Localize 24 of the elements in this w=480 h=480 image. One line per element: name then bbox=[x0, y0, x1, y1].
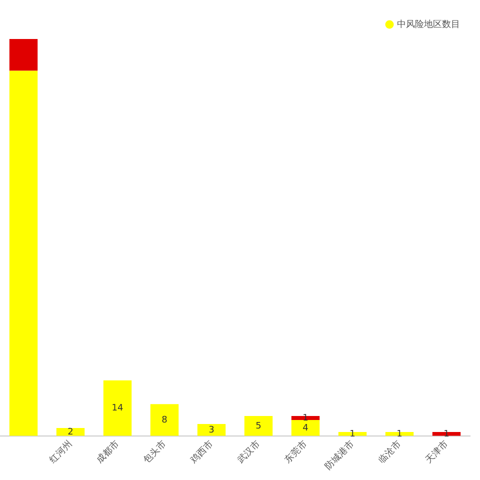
data-label: 5 bbox=[256, 421, 262, 432]
bar bbox=[244, 416, 273, 436]
data-label: 4 bbox=[302, 423, 309, 434]
x-tick-label: 防城港市 bbox=[323, 438, 356, 472]
legend-label: 中风险地区数目 bbox=[397, 18, 460, 30]
bar bbox=[291, 416, 320, 420]
x-tick-label: 武汉市 bbox=[235, 438, 262, 466]
data-label: 8 bbox=[162, 415, 168, 426]
x-tick-label: 成都市 bbox=[94, 438, 122, 466]
bar bbox=[9, 70, 38, 436]
x-tick-label: 红河州 bbox=[47, 438, 74, 466]
x-tick-label: 东莞市 bbox=[282, 438, 310, 466]
x-tick-label: 鸡西市 bbox=[188, 438, 216, 466]
data-label: 14 bbox=[112, 403, 124, 414]
bar bbox=[9, 39, 38, 71]
bar bbox=[291, 420, 320, 436]
bar bbox=[150, 404, 179, 436]
x-tick-label: 临沧市 bbox=[376, 438, 404, 466]
data-label: 3 bbox=[208, 425, 214, 436]
data-label: 2 bbox=[68, 427, 74, 438]
bar bbox=[197, 424, 226, 436]
x-tick-label: 天津市 bbox=[423, 438, 450, 466]
x-tick-label: 包头市 bbox=[141, 438, 168, 466]
bar bbox=[103, 380, 132, 436]
